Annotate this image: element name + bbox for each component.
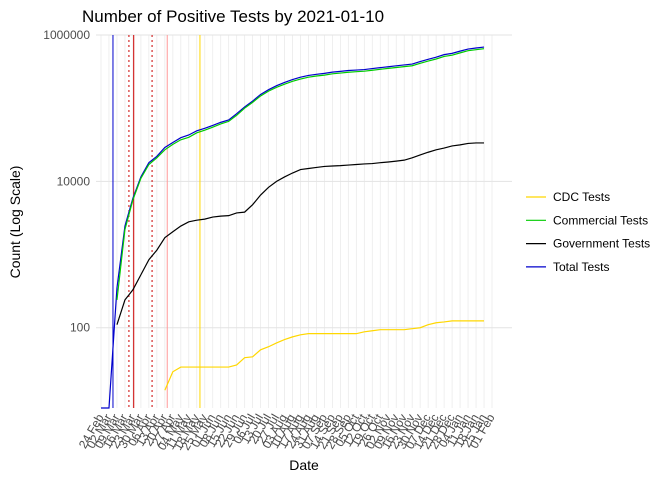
- series-line: [116, 48, 485, 300]
- plot-lines: [101, 46, 485, 409]
- legend-label: Total Tests: [553, 260, 609, 274]
- reference-lines: [112, 35, 201, 408]
- legend-label: Commercial Tests: [553, 213, 648, 227]
- legend-label: Government Tests: [553, 237, 650, 251]
- y-tick-label: 100: [70, 321, 90, 335]
- y-tick-label: 1000000: [43, 28, 90, 42]
- y-axis-title: Count (Log Scale): [7, 166, 23, 279]
- grid: [96, 34, 512, 408]
- series-line: [101, 46, 485, 409]
- x-axis-title: Date: [289, 457, 319, 473]
- series-line: [116, 142, 485, 325]
- y-tick-label: 10000: [57, 174, 91, 188]
- series-line: [164, 320, 485, 391]
- chart-title: Number of Positive Tests by 2021-01-10: [82, 7, 384, 26]
- legend-label: CDC Tests: [553, 190, 610, 204]
- legend: CDC Tests Commercial Tests Government Test…: [526, 190, 650, 274]
